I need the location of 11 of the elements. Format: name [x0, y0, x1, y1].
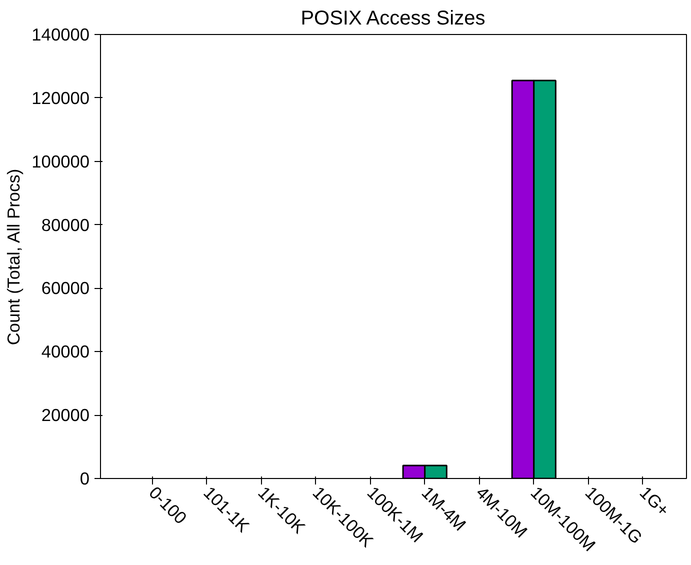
chart-title: POSIX Access Sizes — [300, 8, 486, 30]
y-tick-label: 60000 — [41, 278, 90, 298]
y-tick-label: 140000 — [32, 24, 90, 44]
y-tick-label: 120000 — [32, 88, 90, 108]
y-tick-label: 100000 — [32, 151, 90, 172]
y-tick-label: 40000 — [41, 342, 90, 362]
y-tick-label: 0 — [80, 468, 90, 488]
y-axis-title: Count (Total, All Procs) — [4, 168, 24, 346]
y-tick-label: 20000 — [41, 405, 90, 426]
x-tick-label: 1G+ — [636, 482, 674, 520]
y-tick-label: 80000 — [41, 214, 90, 235]
